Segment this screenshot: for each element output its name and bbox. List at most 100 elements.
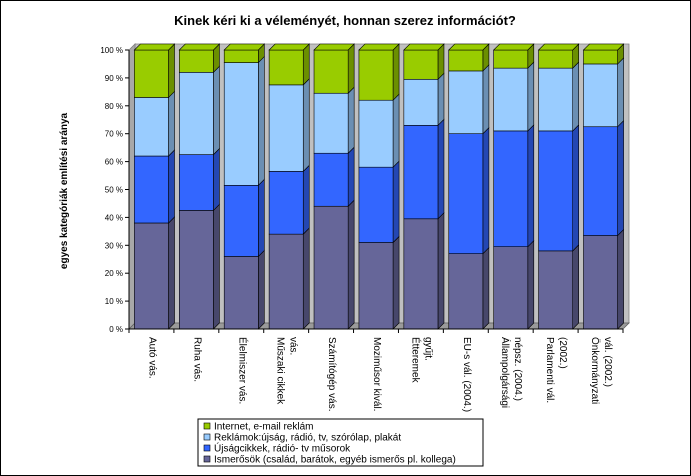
bar-side (392, 160, 400, 244)
bar-segment (538, 67, 574, 132)
bar-top (358, 43, 400, 51)
bar-side (392, 93, 400, 168)
bar-segment (538, 250, 574, 330)
bar-side (482, 64, 490, 135)
bar-side (258, 55, 265, 187)
bar-side (347, 199, 355, 330)
bar-side (437, 72, 445, 127)
bar-top (223, 43, 266, 51)
bar-segment (223, 49, 259, 63)
bar-segment (448, 133, 484, 254)
y-tick-label: 0 % (109, 325, 123, 334)
bar-side (347, 146, 355, 207)
bar-top (537, 43, 580, 51)
chart-title: Kinek kéri ki a véleményét, honnan szere… (174, 13, 516, 28)
bar-side (527, 124, 535, 248)
bar-segment (403, 125, 439, 220)
bar-segment (268, 84, 304, 172)
bar-segment (538, 130, 574, 252)
bar-segment (313, 205, 349, 330)
legend-entry: Internet, e-mail reklám (214, 422, 313, 433)
x-category-label: Autó vás. (146, 337, 157, 379)
x-category-label: Számítógép vás. (326, 337, 337, 411)
legend-entry: Reklámok:újság, rádió, tv, szórólap, pla… (214, 433, 401, 444)
bar-side (617, 228, 624, 330)
bar-side (168, 216, 175, 330)
y-axis-label: egyes kategóriák említési aránya (59, 112, 70, 269)
bar-segment (223, 62, 259, 186)
bar-side (527, 61, 535, 132)
bar-side (168, 90, 175, 157)
bar-side (168, 43, 175, 99)
bar-side (572, 61, 580, 132)
bar-top (492, 43, 535, 51)
bar-segment (134, 49, 169, 98)
y-tick-label: 70 % (105, 130, 123, 139)
x-category-label: vás. (288, 337, 299, 355)
bar-side (168, 149, 175, 224)
x-category-label: Étteremek (409, 337, 422, 384)
y-tick-label: 10 % (105, 297, 123, 306)
bar-segment (493, 49, 529, 69)
bar-segment (223, 256, 259, 330)
bar-segment (358, 99, 394, 168)
bar-segment (313, 49, 349, 94)
bar-segment (448, 70, 484, 135)
bar-segment (583, 63, 618, 128)
y-tick-label: 40 % (105, 213, 123, 222)
bar-side (258, 249, 265, 330)
x-category-label: Műszaki cikkek (275, 337, 286, 405)
y-tick-label: 20 % (105, 269, 123, 278)
y-tick-label: 80 % (105, 102, 123, 111)
bar-side (617, 120, 624, 237)
bar-segment (134, 97, 169, 157)
legend-entry: Ismerősök (család, barátok, egyéb ismerő… (214, 455, 456, 466)
bar-side (302, 43, 310, 86)
bar-segment (403, 218, 439, 330)
y-tick-label: 90 % (105, 74, 123, 83)
bar-segment (178, 210, 214, 330)
bar-top (403, 43, 445, 51)
bar-segment (134, 155, 169, 224)
legend-entry: Újságcikkek, rádió- tv műsorok (214, 442, 351, 455)
bar-side (482, 246, 490, 330)
legend-swatch (203, 422, 211, 430)
bar-side (213, 65, 220, 156)
bar-segment (178, 49, 214, 73)
bar-segment (538, 49, 574, 69)
bar-side (258, 178, 265, 258)
x-category-label: Ruha vás. (191, 337, 202, 382)
bar-top (448, 43, 490, 51)
x-category-label: Moziműsor kivál. (371, 337, 382, 411)
x-category-label: gyűjt. (422, 337, 433, 361)
bar-segment (268, 49, 304, 86)
x-category-label: EU-s vál. (2004.) (461, 337, 472, 412)
x-category-label: Élelmiszer vás. (236, 337, 249, 404)
bar-side (572, 244, 580, 330)
bar-segment (178, 154, 214, 211)
x-category-label: Parlamenti vál. (544, 337, 555, 403)
y-tick-label: 60 % (105, 158, 123, 167)
bar-side (302, 78, 310, 173)
legend-swatch (203, 455, 211, 463)
bar-top (582, 43, 625, 51)
bar-segment (403, 49, 439, 80)
legend-box (197, 418, 484, 467)
bar-side (437, 118, 445, 220)
bar-side (392, 43, 400, 101)
y-tick-label: 50 % (105, 186, 123, 195)
bar-segment (268, 233, 304, 330)
bar-side (213, 147, 220, 212)
x-category-label: vál. (2002.) (602, 337, 613, 387)
bar-segment (493, 67, 529, 132)
y-tick-label: 30 % (105, 241, 123, 250)
bar-side (302, 164, 310, 235)
bar-side (617, 57, 624, 128)
bar-segment (448, 49, 484, 72)
bar-segment (493, 130, 529, 247)
bar-side (437, 212, 445, 330)
bar-side (347, 86, 355, 154)
